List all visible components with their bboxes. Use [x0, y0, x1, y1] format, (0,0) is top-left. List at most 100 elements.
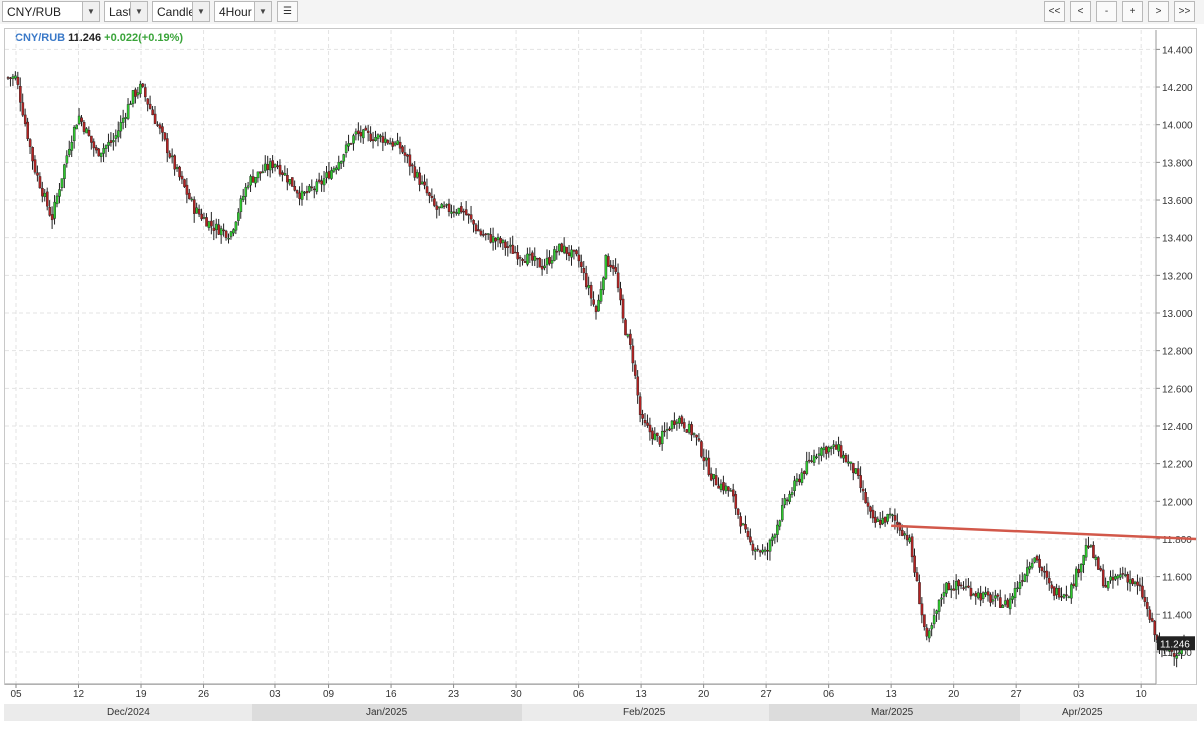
candle-down	[278, 164, 282, 175]
candle-up	[930, 625, 934, 630]
candle-down	[168, 153, 172, 158]
candle-down	[920, 603, 924, 616]
candle-down	[477, 229, 480, 232]
candle-down	[134, 89, 137, 97]
candle-down	[746, 530, 750, 537]
candle-up	[342, 154, 346, 162]
candle-down	[910, 536, 914, 558]
candle-down	[87, 129, 91, 136]
candle-up	[678, 417, 681, 424]
candle-down	[80, 117, 83, 122]
candle-down	[163, 132, 167, 140]
x-axis-tick-label: 23	[448, 689, 460, 700]
candle-down	[962, 587, 965, 589]
candle-down	[810, 460, 813, 462]
candle-down	[717, 485, 720, 489]
candle-up	[102, 148, 105, 154]
candle-up	[793, 480, 796, 492]
candle-down	[1104, 585, 1107, 588]
scroll-end-button[interactable]: >>	[1174, 1, 1195, 22]
candle-up	[232, 229, 235, 234]
price-field-select[interactable]: Last ▼	[104, 1, 148, 22]
candle-up	[1079, 564, 1083, 573]
chevron-down-icon[interactable]: ▼	[82, 2, 99, 21]
candle-up	[264, 163, 267, 171]
candle-down	[905, 534, 909, 541]
candle-down	[638, 396, 642, 415]
month-band	[4, 704, 252, 721]
trendline	[891, 524, 1197, 541]
candle-up	[778, 520, 782, 527]
candle-up	[119, 122, 123, 132]
candle-up	[908, 537, 911, 542]
interval-select[interactable]: 4Hour ▼	[214, 1, 272, 22]
candle-up	[379, 135, 382, 137]
table-view-button[interactable]: ☰	[277, 1, 298, 22]
scroll-back-button[interactable]: <	[1070, 1, 1091, 22]
candle-down	[428, 192, 431, 197]
candle-down	[756, 548, 760, 551]
scroll-end-label: >>	[1178, 6, 1191, 17]
candle-down	[852, 463, 855, 474]
candle-down	[1087, 545, 1090, 548]
zoom-in-button[interactable]: +	[1122, 1, 1143, 22]
candle-up	[14, 75, 17, 79]
chevron-down-icon[interactable]: ▼	[254, 2, 271, 21]
candle-up	[315, 181, 319, 192]
candle-down	[751, 543, 755, 551]
scroll-forward-button[interactable]: >	[1148, 1, 1169, 22]
candle-up	[322, 178, 326, 186]
zoom-out-button[interactable]: -	[1096, 1, 1117, 22]
candle-down	[1121, 573, 1125, 575]
chevron-down-icon[interactable]: ▼	[192, 2, 209, 21]
chart-type-value: Candle	[157, 5, 196, 19]
y-axis-tick-label: 13.200	[1162, 271, 1193, 282]
candle-down	[629, 333, 632, 345]
scroll-start-button[interactable]: <<	[1044, 1, 1065, 22]
chevron-down-icon[interactable]: ▼	[130, 2, 147, 21]
candle-down	[295, 190, 299, 194]
candle-down	[23, 114, 27, 125]
candle-down	[1099, 568, 1103, 571]
candle-up	[85, 128, 88, 134]
candle-down	[871, 509, 875, 519]
candle-down	[1097, 557, 1100, 570]
candle-down	[869, 506, 872, 512]
candle-up	[53, 201, 56, 219]
candle-down	[97, 148, 101, 157]
chart-type-select[interactable]: Candle ▼	[152, 1, 210, 22]
candle-down	[663, 430, 666, 433]
candle-down	[798, 478, 801, 483]
candle-down	[452, 211, 456, 213]
month-band	[522, 704, 769, 721]
candle-down	[467, 213, 471, 216]
candle-down	[580, 261, 583, 268]
candle-down	[21, 102, 25, 116]
symbol-select[interactable]: CNY/RUB ▼	[2, 1, 100, 22]
candle-down	[200, 213, 203, 220]
candle-up	[687, 423, 691, 433]
candle-down	[313, 188, 316, 191]
candle-up	[950, 588, 953, 591]
candle-up	[1055, 588, 1058, 595]
x-axis-tick-label: 06	[573, 689, 585, 700]
candle-down	[489, 234, 493, 243]
candle-down	[1138, 584, 1142, 587]
candle-down	[634, 364, 637, 376]
candle-up	[815, 456, 818, 459]
candle-down	[585, 273, 588, 288]
candle-up	[653, 433, 657, 441]
candle-up	[114, 135, 118, 139]
candle-down	[1092, 544, 1095, 558]
candle-down	[158, 124, 162, 129]
x-axis-tick-label: 19	[135, 689, 147, 700]
candle-down	[901, 529, 904, 536]
candle-up	[129, 103, 132, 105]
candle-down	[386, 140, 390, 144]
candle-up	[340, 161, 343, 164]
candle-up	[445, 204, 448, 206]
candle-up	[1067, 596, 1071, 598]
candle-down	[391, 141, 395, 147]
list-icon: ☰	[283, 6, 292, 17]
candle-down	[1006, 599, 1009, 608]
